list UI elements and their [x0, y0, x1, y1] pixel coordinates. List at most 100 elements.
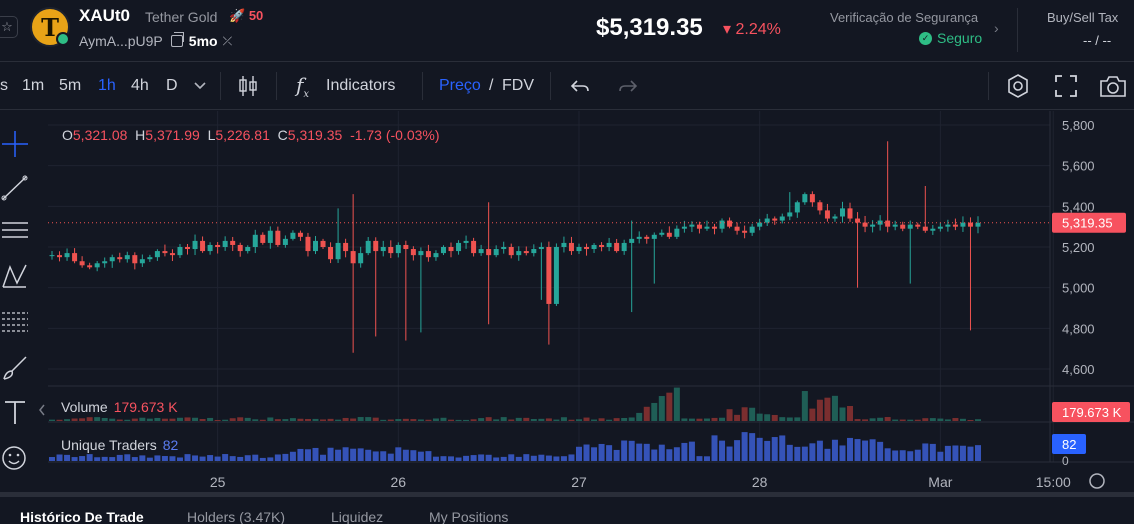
traders-bar: [530, 455, 537, 461]
volume-bar: [734, 414, 741, 421]
trendline-icon[interactable]: [0, 173, 30, 203]
chevron-down-icon[interactable]: [194, 82, 206, 90]
star-icon[interactable]: ☆: [0, 16, 18, 38]
chain-badge-icon: [56, 32, 70, 46]
candle-body: [343, 242, 349, 252]
security-status[interactable]: ✓ Seguro: [919, 30, 982, 46]
traders-bar: [229, 456, 236, 461]
traders-bar: [794, 446, 801, 461]
traders-bar: [907, 451, 914, 461]
candle-body: [169, 253, 175, 256]
volume-bar: [658, 396, 665, 421]
price-change: ▾ 2.24%: [723, 21, 781, 38]
fullscreen-icon[interactable]: [1055, 75, 1077, 97]
collapse-toolbar-icon[interactable]: [38, 403, 46, 417]
interval-1m[interactable]: 1m: [22, 77, 45, 94]
volume-bar: [320, 419, 327, 421]
volume-bar: [515, 417, 522, 421]
traders-bar: [79, 456, 86, 461]
interval-5m[interactable]: 5m: [59, 77, 82, 94]
traders-bar: [64, 454, 71, 461]
interval-d[interactable]: D: [166, 77, 178, 94]
interval-4h[interactable]: 4h: [131, 77, 149, 94]
volume-bar: [975, 419, 981, 421]
indicators-button[interactable]: Indicators: [326, 77, 396, 94]
candles-series: [48, 141, 1050, 353]
price-toggle[interactable]: Preço: [439, 77, 481, 94]
settings-gear-icon[interactable]: [1005, 73, 1031, 99]
copy-icon[interactable]: [170, 32, 184, 47]
tab-my-positions[interactable]: My Positions: [429, 509, 509, 524]
candle-body: [531, 249, 537, 254]
traders-bar: [606, 445, 613, 461]
candle-body: [72, 253, 78, 262]
boost-badge[interactable]: 🚀 50: [229, 8, 263, 24]
traders-bar: [410, 450, 417, 461]
volume-bar: [470, 419, 477, 421]
price-chart[interactable]: 5,800 5,600 5,400 5,200 5,000 4,800 4,600 5,319…: [0, 111, 1134, 492]
interval-s[interactable]: s: [0, 77, 8, 94]
interval-1h[interactable]: 1h: [98, 77, 116, 94]
traders-bar: [583, 444, 590, 461]
ohlc-close: 5,319.35: [287, 127, 343, 143]
tab-liquidity[interactable]: Liquidez: [331, 509, 384, 524]
volume-bar: [892, 419, 899, 421]
tab-holders[interactable]: Holders (3.47K): [187, 509, 286, 524]
volume-bar: [899, 419, 906, 421]
traders-bar: [109, 457, 116, 461]
horizontal-lines-icon[interactable]: [0, 215, 30, 245]
candle-body: [561, 242, 567, 247]
candle-body: [576, 247, 582, 252]
volume-bar: [538, 418, 545, 421]
candle-body: [734, 226, 740, 231]
traders-bar: [568, 454, 575, 461]
traders-bar: [741, 432, 748, 461]
fx-icon[interactable]: fx: [296, 73, 310, 100]
traders-bar: [463, 455, 470, 461]
security-check-title[interactable]: Verificação de Segurança: [830, 10, 979, 25]
traders-bar: [952, 445, 959, 461]
volume-bar: [914, 419, 921, 421]
volume-bar: [809, 408, 816, 421]
mint-disabled-icon: ⤫: [222, 33, 233, 48]
volume-bar: [779, 417, 786, 421]
volume-bar: [523, 417, 530, 421]
traders-bar: [365, 449, 372, 461]
candle-body: [659, 232, 665, 235]
volume-bar: [651, 402, 658, 421]
current-price-tag: [1052, 212, 1126, 233]
redo-icon[interactable]: [618, 78, 638, 94]
candle-body: [297, 232, 303, 237]
chevron-right-icon[interactable]: ›: [994, 20, 999, 36]
volume-bar: [967, 419, 974, 421]
traders-bar: [380, 451, 387, 461]
traders-bar: [937, 451, 944, 461]
volume-bar: [613, 418, 620, 421]
crosshair-icon[interactable]: [0, 129, 30, 159]
fib-icon[interactable]: [0, 307, 30, 337]
volume-bar: [372, 417, 379, 421]
candle-body: [94, 263, 100, 268]
tab-trade-history[interactable]: Histórico De Trade: [20, 509, 144, 524]
brush-icon[interactable]: [0, 353, 30, 383]
traders-bar: [94, 457, 101, 461]
candle-body: [448, 247, 454, 252]
undo-icon[interactable]: [570, 78, 590, 94]
candle-body: [960, 222, 966, 227]
text-tool-icon[interactable]: [0, 397, 30, 427]
volume-bar: [184, 417, 191, 421]
volume-bar: [274, 419, 281, 421]
volume-bar: [937, 418, 944, 421]
volume-bar: [666, 392, 673, 421]
candle-body: [832, 216, 838, 219]
candle-body: [719, 220, 725, 229]
volume-bar: [907, 419, 914, 421]
candles-icon[interactable]: [237, 74, 259, 98]
camera-icon[interactable]: [1099, 74, 1127, 98]
emoji-icon[interactable]: [0, 443, 30, 473]
traders-bar: [719, 440, 726, 461]
pattern-icon[interactable]: [0, 261, 30, 291]
candle-body: [591, 244, 597, 250]
fdv-toggle[interactable]: FDV: [502, 77, 534, 94]
volume-bar: [176, 417, 183, 421]
